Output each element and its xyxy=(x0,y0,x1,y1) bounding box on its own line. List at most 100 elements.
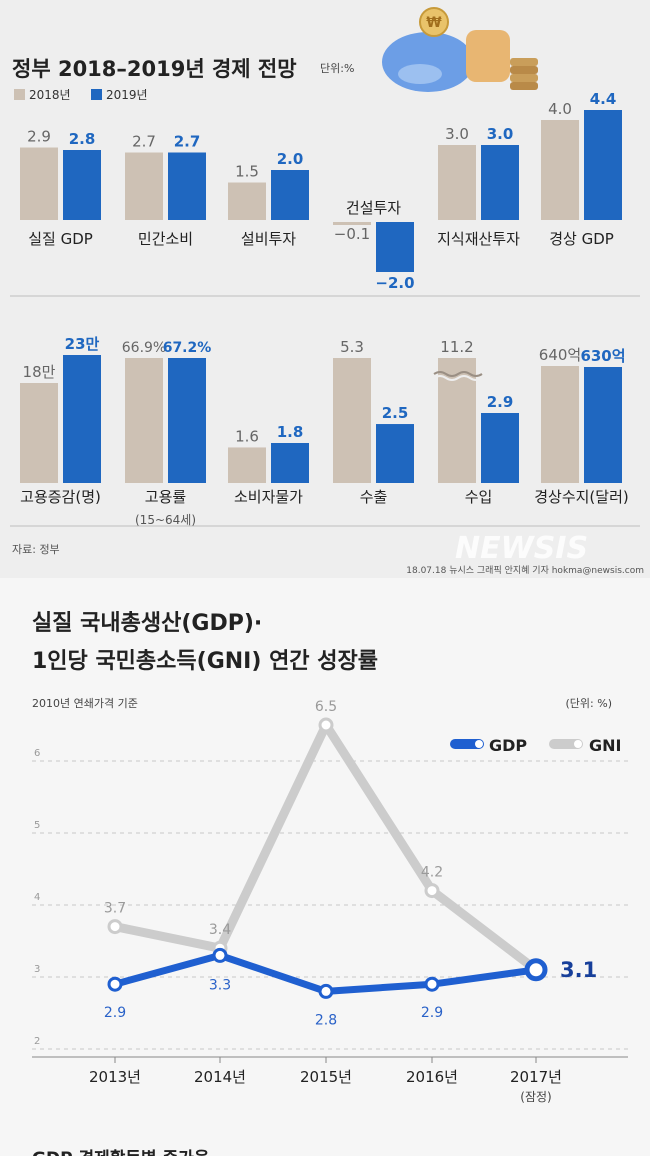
value-label-2018: 1.6 xyxy=(235,427,259,445)
bar-2018 xyxy=(541,120,579,220)
gni-value-label: 3.4 xyxy=(209,922,231,938)
y-tick-label: 5 xyxy=(34,820,40,831)
category-sublabel: (15~64세) xyxy=(135,513,196,527)
value-label-2018: 11.2 xyxy=(440,338,473,356)
growth-title-line2: 1인당 국민총소득(GNI) 연간 성장률 xyxy=(32,649,378,674)
bar-2019 xyxy=(168,152,206,220)
gdp-point xyxy=(424,976,440,992)
bar-2018 xyxy=(333,358,371,483)
bar-2019 xyxy=(376,222,414,272)
y-tick-label: 6 xyxy=(34,748,40,759)
x-tick-label: 2015년 xyxy=(300,1068,352,1086)
legend-gdp: GDP xyxy=(450,736,527,755)
value-label-2019: 23만 xyxy=(65,335,100,353)
value-label-2019: 2.8 xyxy=(69,130,96,148)
x-tick-label: 2017년 xyxy=(510,1068,562,1086)
gdp-point xyxy=(318,983,334,999)
forecast-title: 정부 2018–2019년 경제 전망 xyxy=(12,57,297,81)
gni-point xyxy=(424,883,440,899)
legend-gni-label: GNI xyxy=(589,736,621,755)
bar-2019 xyxy=(584,110,622,220)
source-note: 자료: 정부 xyxy=(12,543,60,556)
gdp-point xyxy=(524,958,548,982)
value-label-2018: 3.0 xyxy=(445,125,469,143)
growth-lines: 3.7 3.4 6.5 4.2 2.9 3.3 2.8 2.9 3.1 xyxy=(104,699,597,1028)
bar-2018 xyxy=(541,366,579,483)
category-label: 수출 xyxy=(360,488,388,506)
y-tick-label: 4 xyxy=(34,892,40,903)
category-label: 설비투자 xyxy=(241,230,296,248)
credit-line: 18.07.18 뉴시스 그래픽 안지혜 기자 hokma@newsis.com xyxy=(406,564,644,576)
bar-2019 xyxy=(168,358,206,483)
value-label-2018: 18만 xyxy=(23,363,56,381)
growth-chart: 실질 국내총생산(GDP)· 1인당 국민총소득(GNI) 연간 성장률 201… xyxy=(32,611,628,1156)
footer-text: GDP 경제활동별 증가율 xyxy=(32,1148,210,1156)
growth-subtitle: 2010년 연쇄가격 기준 xyxy=(32,697,138,710)
forecast-panel: ₩ 정부 2018–2019년 경제 전망 단위:% 2018년 2019년 2… xyxy=(0,0,650,578)
value-label-2018: 1.5 xyxy=(235,163,259,181)
gdp-value-label: 2.9 xyxy=(104,1005,126,1021)
gni-value-label: 4.2 xyxy=(421,865,443,881)
svg-text:₩: ₩ xyxy=(426,15,442,31)
gni-point xyxy=(318,717,334,733)
value-label-2019: 1.8 xyxy=(277,423,304,441)
value-label-2019: 4.4 xyxy=(590,90,617,108)
growth-unit: (단위: %) xyxy=(566,697,612,710)
bar-2018 xyxy=(228,447,266,483)
value-label-2019: 67.2% xyxy=(163,340,212,356)
bar-2018 xyxy=(228,182,266,220)
x-tick-label: 2016년 xyxy=(406,1068,458,1086)
bar-2018 xyxy=(333,222,371,225)
value-label-2019: 630억 xyxy=(580,347,625,365)
category-label: 건설투자 xyxy=(346,199,401,217)
category-label: 고용증감(명) xyxy=(20,488,101,506)
value-label-2018: 5.3 xyxy=(340,338,364,356)
value-label-2018: 2.9 xyxy=(27,128,51,146)
value-label-2018: −0.1 xyxy=(334,225,370,243)
gdp-value-label: 2.9 xyxy=(421,1005,443,1021)
category-label: 경상수지(달러) xyxy=(534,488,629,506)
x-tick-note: (잠정) xyxy=(520,1090,551,1104)
piggy-bank-icon: ₩ xyxy=(382,7,510,92)
gdp-point xyxy=(212,947,228,963)
bar-2019 xyxy=(63,150,101,220)
value-label-2019: 2.0 xyxy=(277,150,304,168)
bar-2019 xyxy=(271,170,309,220)
bar-2019 xyxy=(481,145,519,220)
value-label-2018: 4.0 xyxy=(548,100,572,118)
y-tick-label: 2 xyxy=(34,1036,40,1047)
bar-2018 xyxy=(20,383,58,483)
legend-label-2019: 2019년 xyxy=(106,88,148,102)
category-label: 실질 GDP xyxy=(28,230,93,248)
category-label: 수입 xyxy=(465,488,493,506)
axis-break-gap xyxy=(433,375,483,381)
legend-gni-swatch xyxy=(549,739,583,749)
bar-2019 xyxy=(584,367,622,483)
forecast-chart: ₩ 정부 2018–2019년 경제 전망 단위:% 2018년 2019년 2… xyxy=(10,7,644,576)
gdp-value-label: 3.3 xyxy=(209,977,231,993)
gdp-value-label: 2.8 xyxy=(315,1012,337,1028)
bar-2019 xyxy=(376,424,414,483)
coin-stack-icon xyxy=(510,58,538,90)
gni-value-label: 6.5 xyxy=(315,699,337,715)
gni-value-label: 3.7 xyxy=(104,901,126,917)
bar-2018 xyxy=(125,152,163,220)
gdp-point xyxy=(107,976,123,992)
x-tick-label: 2014년 xyxy=(194,1068,246,1086)
legend-swatch-2019 xyxy=(91,89,102,100)
category-label: 경상 GDP xyxy=(549,230,614,248)
watermark: NEWSIS xyxy=(455,531,588,566)
legend-gni: GNI xyxy=(549,736,621,755)
bar-2019 xyxy=(63,355,101,483)
forecast-bars: 2.9 2.8 실질 GDP 2.7 2.7 민간소비 1.5 2.0 설비투자 −0.1 −2.0… xyxy=(20,90,629,527)
legend-label-2018: 2018년 xyxy=(29,88,71,102)
value-label-2019: 2.9 xyxy=(487,393,514,411)
bar-2019 xyxy=(271,443,309,483)
category-label: 소비자물가 xyxy=(234,488,303,506)
bar-2018 xyxy=(20,147,58,220)
legend-gdp-swatch xyxy=(450,739,484,749)
category-label: 지식재산투자 xyxy=(437,230,520,248)
x-tick-label: 2013년 xyxy=(89,1068,141,1086)
y-tick-label: 3 xyxy=(34,964,40,975)
